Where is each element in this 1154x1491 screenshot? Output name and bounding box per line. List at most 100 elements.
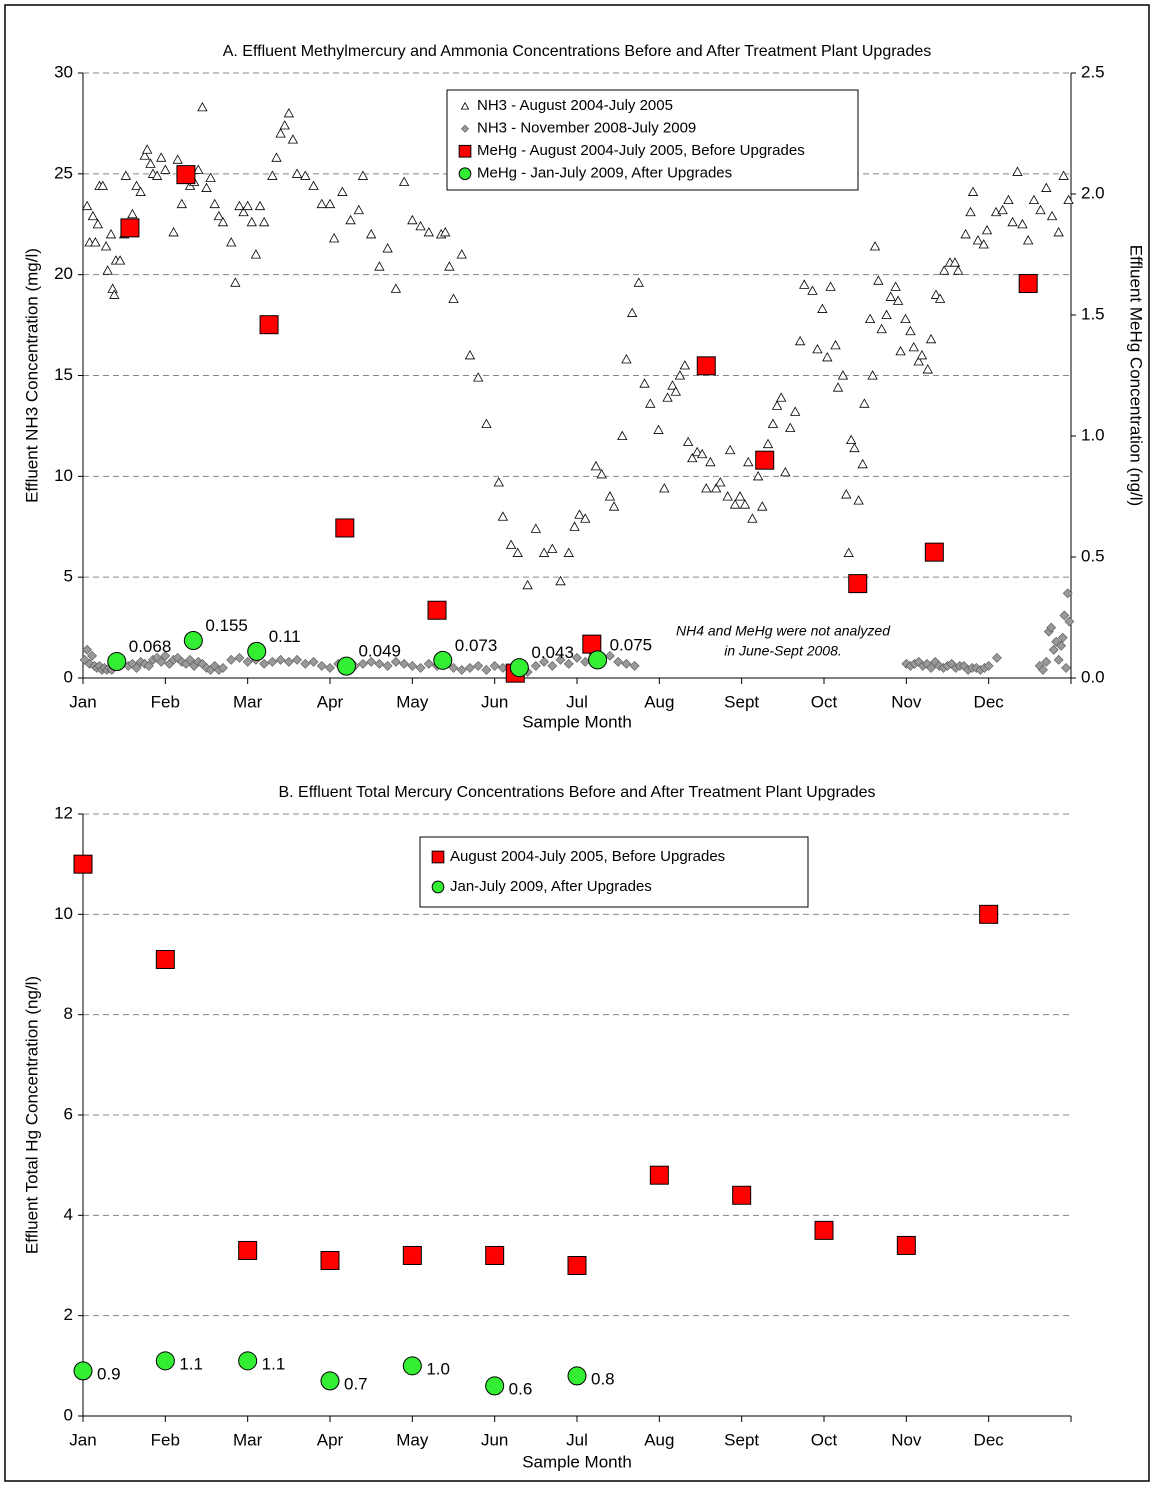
diamond-marker: [1061, 662, 1071, 673]
diamond-marker: [465, 662, 475, 673]
triangle-marker: [822, 352, 833, 362]
triangle-marker: [423, 226, 434, 237]
x-tick-label: Jan: [69, 692, 96, 711]
triangle-marker: [617, 430, 628, 441]
y2-tick-label: 1.5: [1081, 304, 1105, 323]
triangle-marker: [217, 216, 229, 227]
x-tick-label: Aug: [644, 692, 674, 711]
square-marker: [335, 518, 355, 538]
square-marker: [732, 1185, 752, 1205]
triangle-marker: [1046, 210, 1058, 221]
chart-title: A. Effluent Methylmercury and Ammonia Co…: [223, 43, 932, 60]
diamond-marker: [382, 660, 393, 671]
triangle-marker: [105, 229, 117, 239]
triangle-marker: [127, 208, 138, 219]
diamond-marker: [555, 654, 566, 665]
triangle-marker: [505, 539, 517, 549]
triangle-marker: [213, 210, 225, 221]
triangle-marker: [626, 307, 638, 317]
triangle-marker: [913, 356, 924, 366]
diamond-marker: [358, 658, 368, 669]
x-tick-label: Nov: [891, 1430, 922, 1449]
triangle-marker: [287, 134, 299, 144]
data-label: 0.6: [509, 1379, 533, 1398]
triangle-marker: [687, 452, 698, 463]
triangle-marker: [120, 170, 131, 180]
triangle-marker: [967, 186, 979, 196]
triangle-marker: [1012, 166, 1023, 176]
legend-marker: [431, 850, 445, 864]
diamond-marker: [530, 660, 541, 671]
y-tick-label: 30: [54, 62, 73, 81]
triangle-marker: [271, 152, 282, 162]
triangle-marker: [530, 523, 542, 533]
square-marker: [320, 1250, 340, 1270]
triangle-marker: [512, 547, 523, 557]
triangle-marker: [574, 509, 585, 519]
triangle-marker: [857, 458, 868, 469]
diamond-marker: [605, 650, 615, 661]
square-marker: [1018, 274, 1038, 294]
triangle-marker: [139, 150, 150, 160]
square-marker: [755, 450, 775, 470]
x-tick-label: Dec: [974, 692, 1005, 711]
triangle-marker: [300, 170, 311, 180]
data-label: 0.7: [344, 1374, 368, 1393]
data-label: 0.9: [97, 1364, 121, 1383]
triangle-marker: [799, 279, 810, 289]
diamond-marker: [131, 662, 142, 673]
triangle-marker: [254, 200, 266, 211]
circle-marker: [567, 1366, 587, 1386]
diamond-marker: [143, 660, 154, 671]
y-axis-title: Effluent Total Hg Concentration (ng/l): [22, 976, 41, 1254]
triangle-marker: [440, 226, 451, 237]
triangle-marker: [1003, 194, 1014, 205]
diamond-marker: [1057, 632, 1068, 643]
x-tick-label: Sept: [724, 692, 759, 711]
diamond-marker: [267, 656, 278, 667]
diamond-marker: [226, 654, 237, 665]
triangle-marker: [830, 339, 841, 350]
triangle-marker: [100, 241, 112, 251]
legend-marker: [460, 101, 470, 110]
legend-box: [446, 89, 859, 191]
x-tick-label: Jan: [69, 1430, 96, 1449]
triangle-marker: [859, 398, 870, 408]
x-tick-label: Sept: [724, 1430, 759, 1449]
legend-label: Jan-July 2009, After Upgrades: [450, 878, 652, 895]
triangle-marker: [283, 108, 295, 118]
triangle-marker: [682, 436, 694, 447]
triangle-marker: [1063, 194, 1074, 205]
triangle-marker: [701, 483, 712, 493]
y-tick-label: 0: [64, 1405, 73, 1424]
triangle-marker: [382, 243, 393, 253]
y2-tick-label: 2.0: [1081, 183, 1105, 202]
triangle-marker: [934, 293, 946, 303]
diamond-marker: [292, 654, 302, 665]
y-tick-label: 2: [64, 1305, 73, 1324]
y-tick-label: 10: [54, 904, 73, 923]
triangle-marker: [608, 501, 620, 511]
triangle-marker: [905, 325, 916, 336]
triangle-marker: [734, 491, 746, 501]
triangle-marker: [444, 261, 455, 271]
triangle-marker: [876, 323, 887, 334]
diamond-marker: [991, 652, 1002, 663]
diamond-marker: [259, 658, 270, 669]
triangle-marker: [250, 249, 262, 259]
diamond-marker: [1041, 656, 1052, 667]
diamond-marker: [218, 662, 228, 673]
square-marker: [485, 1245, 505, 1265]
triangle-marker: [1053, 226, 1064, 237]
y-tick-label: 25: [54, 163, 73, 182]
y2-tick-label: 0.0: [1081, 667, 1105, 686]
triangle-marker: [780, 466, 791, 477]
triangle-marker: [705, 456, 716, 467]
diamond-marker: [613, 656, 624, 667]
x-tick-label: Apr: [317, 1430, 344, 1449]
x-tick-label: May: [396, 1430, 429, 1449]
triangle-marker: [817, 303, 828, 313]
x-axis-title: Sample Month: [522, 712, 632, 731]
triangle-marker: [832, 382, 844, 392]
circle-marker: [107, 652, 127, 672]
